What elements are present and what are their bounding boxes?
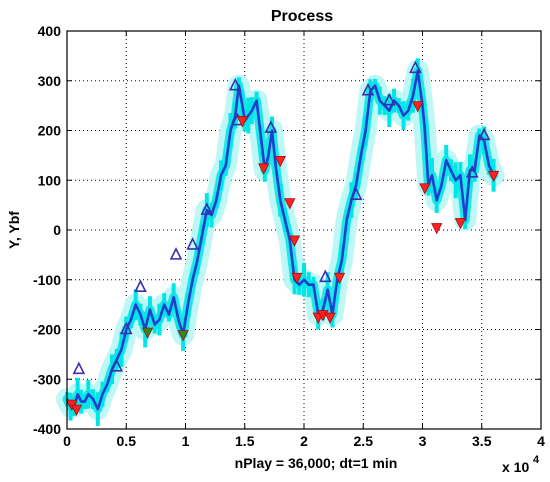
- trough-marker: [291, 272, 303, 285]
- x-tick-label: 4: [537, 433, 545, 449]
- trough-marker: [141, 327, 154, 339]
- x-axis-note: nPlay = 36,000; dt=1 min: [235, 455, 398, 471]
- peak-marker: [349, 187, 363, 200]
- peak-marker: [72, 361, 86, 375]
- peak-marker: [383, 92, 396, 106]
- peak-marker: [264, 120, 278, 133]
- peak-marker: [119, 321, 133, 335]
- trough-marker: [333, 272, 346, 285]
- y-axis-title: Y, Ybf: [6, 211, 22, 249]
- trough-marker: [284, 198, 296, 210]
- y-tick-label: 0: [53, 222, 61, 238]
- y-tick-label: 300: [38, 73, 62, 89]
- trough-marker: [288, 235, 301, 247]
- peak-marker: [110, 359, 124, 372]
- trough-marker: [274, 155, 286, 168]
- x-tick-label: 0: [63, 433, 71, 449]
- trough-marker: [258, 163, 270, 175]
- axes-frame: [66, 30, 542, 430]
- series-line: [65, 69, 495, 411]
- y-tick-label: 200: [38, 123, 62, 139]
- trough-marker: [487, 170, 500, 183]
- x-tick-label: 2: [300, 433, 308, 449]
- trough-marker: [412, 101, 424, 113]
- x-tick-label: 3: [419, 433, 427, 449]
- tick-labels: 0 0.5 1 1.5 2 2.5 3 3.5 4 -400 -300 -200 -100 0 100 200…: [33, 23, 545, 449]
- peak-marker: [361, 82, 375, 96]
- x-exponent-power: 4: [533, 454, 540, 466]
- y-tick-label: -200: [33, 322, 61, 338]
- trough-marker: [431, 223, 443, 235]
- y-tick-label: 100: [38, 172, 62, 188]
- x-tick-label: 2.5: [354, 433, 374, 449]
- trough-marker: [454, 218, 467, 230]
- peak-marker: [477, 127, 491, 141]
- peak-marker: [186, 237, 199, 250]
- peak-marker: [409, 60, 422, 74]
- peak-marker: [228, 77, 242, 91]
- x-tick-label: 0.5: [117, 433, 137, 449]
- peak-marker: [200, 202, 214, 215]
- y-tick-label: -300: [33, 371, 61, 387]
- markers: [66, 60, 500, 416]
- series-line-path: [65, 69, 495, 411]
- peak-marker: [319, 269, 332, 283]
- x-tick-label: 3.5: [472, 433, 492, 449]
- y-tick-label: -400: [33, 421, 61, 437]
- trough-marker: [324, 312, 336, 324]
- trough-marker: [177, 330, 189, 342]
- trough-marker: [70, 404, 83, 416]
- peak-marker: [169, 247, 183, 260]
- y-tick-label: 400: [38, 23, 62, 39]
- x-tick-label: 1: [182, 433, 190, 449]
- x-tick-label: 1.5: [235, 433, 255, 449]
- trough-marker: [419, 183, 431, 195]
- y-tick-label: -100: [33, 272, 61, 288]
- peak-marker: [134, 279, 147, 293]
- peak-marker: [465, 164, 479, 178]
- trough-marker: [236, 116, 249, 128]
- x-exponent-label: x 10: [502, 459, 529, 475]
- chart-title: Process: [271, 8, 333, 25]
